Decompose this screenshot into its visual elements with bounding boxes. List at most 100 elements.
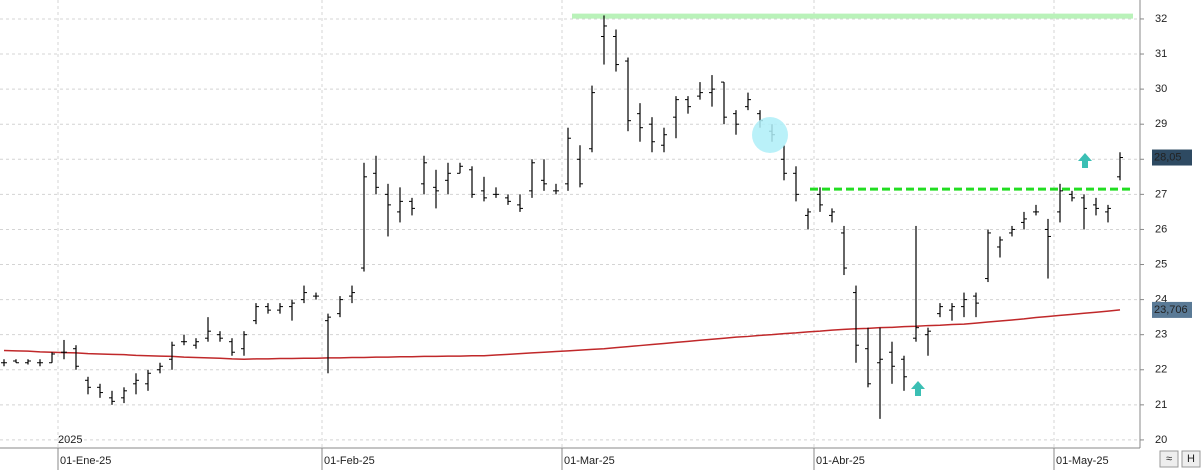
- y-tick-label: 23: [1155, 329, 1167, 341]
- ohlc-bar: [109, 390, 115, 405]
- ma-last-label-box: [1152, 301, 1192, 318]
- plot-layer: [0, 0, 1140, 448]
- ohlc-bar: [1045, 218, 1051, 279]
- ohlc-bar: [673, 96, 679, 139]
- last-price-label-box: [1152, 149, 1192, 166]
- ohlc-bar: [481, 176, 487, 202]
- ohlc-bar: [805, 208, 811, 230]
- ohlc-bar: [1093, 197, 1099, 216]
- ohlc-bar: [781, 145, 787, 181]
- ohlc-bar: [745, 92, 751, 111]
- ohlc-bar: [241, 331, 247, 356]
- ohlc-bar: [25, 359, 31, 365]
- ohlc-bar: [877, 327, 883, 419]
- ohlc-bar: [985, 229, 991, 283]
- year-label: 2025: [58, 434, 82, 446]
- ohlc-bar: [205, 317, 211, 342]
- ohlc-bar: [61, 339, 67, 360]
- ohlc-bar: [577, 145, 583, 188]
- ohlc-bar: [421, 155, 427, 195]
- ohlc-bar: [229, 338, 235, 356]
- y-tick-label: 32: [1155, 13, 1167, 25]
- ohlc-bar: [193, 338, 199, 349]
- ohlc-bar: [73, 345, 79, 370]
- ohlc-bar: [997, 236, 1003, 258]
- ohlc-bar: [505, 194, 511, 205]
- ohlc-bar: [529, 159, 535, 198]
- ohlc-bar: [1117, 152, 1123, 181]
- ohlc-bar: [157, 362, 163, 374]
- ohlc-bar: [1033, 204, 1039, 216]
- ohlc-bar: [265, 303, 271, 314]
- y-tick-label: 25: [1155, 258, 1167, 270]
- last-price-label: 28,05: [1154, 151, 1182, 163]
- ohlc-bar: [349, 285, 355, 304]
- ohlc-bar: [1057, 183, 1063, 223]
- toolbar-button[interactable]: [1159, 450, 1179, 468]
- ohlc-bar: [397, 187, 403, 223]
- up-arrow: [911, 381, 925, 396]
- ohlc-bar: [469, 166, 475, 198]
- y-tick-label: 27: [1155, 188, 1167, 200]
- ohlc-bar: [913, 225, 919, 342]
- ohlc-bar: [793, 166, 799, 202]
- ohlc-bar: [37, 359, 43, 367]
- ohlc-bar: [733, 110, 739, 135]
- ma-last-label: 23,706: [1154, 304, 1188, 316]
- ohlc-bar: [637, 103, 643, 142]
- ohlc-bar: [553, 183, 559, 195]
- ohlc-bar: [625, 57, 631, 132]
- ohlc-bar: [385, 183, 391, 237]
- y-tick-label: 20: [1155, 434, 1167, 446]
- ohlc-bar: [697, 82, 703, 100]
- highlight-circle: [752, 117, 788, 153]
- toolbar-icon[interactable]: ≈: [1166, 453, 1172, 465]
- moving-average: [3, 309, 1121, 360]
- ohlc-bar: [1069, 190, 1075, 202]
- ohlc-bar: [121, 387, 127, 404]
- ohlc-bar: [253, 303, 259, 325]
- y-tick-label: 22: [1155, 364, 1167, 376]
- ohlc-bar: [361, 162, 367, 272]
- ohlc-bar: [709, 75, 715, 107]
- x-tick-label: 01-Feb-25: [324, 455, 375, 467]
- ohlc-bar: [1, 359, 7, 367]
- ohlc-bar: [145, 369, 151, 391]
- ohlc-bar: [433, 169, 439, 209]
- y-tick-label: 31: [1155, 48, 1167, 60]
- ohlc-bar: [1105, 204, 1111, 223]
- ohlc-bar: [313, 292, 319, 300]
- ohlc-bar: [649, 117, 655, 153]
- ohlc-bar: [457, 162, 463, 174]
- x-tick-label: 01-Abr-25: [816, 455, 865, 467]
- ohlc-bar: [889, 341, 895, 384]
- ohlc-bar: [301, 285, 307, 304]
- ohlc-bar: [217, 331, 223, 342]
- ohlc-bar: [685, 96, 691, 114]
- toolbar-icon[interactable]: H: [1187, 453, 1195, 465]
- ohlc-bar: [325, 313, 331, 374]
- ohlc-bar: [937, 303, 943, 318]
- ohlc-bar: [829, 208, 835, 223]
- ohlc-bar: [865, 327, 871, 388]
- ohlc-bar: [493, 187, 499, 198]
- up-arrow: [1078, 153, 1092, 168]
- ohlc-bar: [277, 303, 283, 314]
- ohlc-bar: [565, 127, 571, 191]
- x-tick-label: 01-Mar-25: [564, 455, 615, 467]
- ohlc-bar: [373, 155, 379, 195]
- ohlc-bar: [817, 187, 823, 212]
- ohlc-bar: [721, 81, 727, 125]
- ohlc-bar: [409, 197, 415, 216]
- ohlc-bar: [49, 352, 55, 364]
- y-tick-label: 21: [1155, 399, 1167, 411]
- ohlc-bar: [925, 327, 931, 356]
- ohlc-bar: [949, 303, 955, 321]
- ohlc-bar: [613, 29, 619, 72]
- ohlc-bar: [901, 355, 907, 391]
- ohlc-bar: [541, 159, 547, 191]
- toolbar-button[interactable]: [1181, 450, 1201, 468]
- ohlc-bar: [337, 296, 343, 318]
